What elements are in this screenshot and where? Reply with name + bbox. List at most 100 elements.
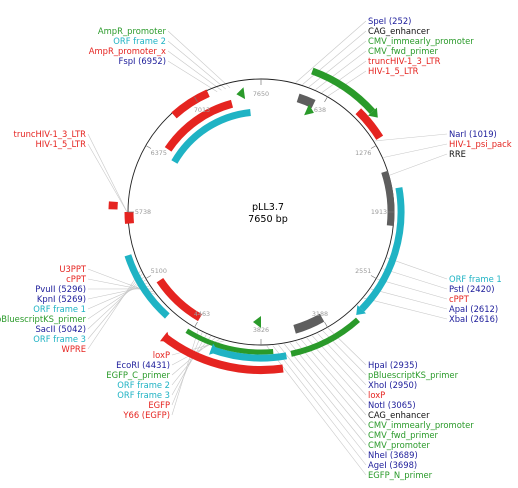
tick-label: 1276 — [355, 149, 371, 157]
leader-line — [327, 70, 367, 97]
leader-line — [370, 288, 448, 310]
bottom-right-label: AgeI (3698) — [368, 460, 417, 470]
tick-mark — [145, 145, 152, 149]
tick-label: 5738 — [135, 208, 151, 216]
leader-line — [171, 332, 203, 406]
leader-line — [167, 60, 218, 92]
left-lower-label: pBluescriptKS_primer — [0, 314, 87, 324]
bottom-right-label: CMV_promoter — [368, 440, 430, 450]
tick-label: 7013 — [194, 106, 210, 114]
right-lower-label: ORF frame 1 — [449, 274, 502, 284]
leader-line — [374, 133, 448, 142]
leader-line — [308, 40, 367, 88]
right-lower-label: PstI (2420) — [449, 284, 495, 294]
left-lower-label: U3PPT — [59, 264, 87, 274]
tick-label: 7650 — [253, 90, 269, 98]
left-upper-label: truncHIV-1_3_LTR — [14, 129, 87, 139]
tick-mark — [145, 275, 152, 279]
cmv-promoter-arc — [311, 67, 376, 114]
top-right-label: HIV-1_5_LTR — [368, 66, 419, 76]
tick-label: 3826 — [253, 326, 269, 334]
left-upper-label: HIV-1_5_LTR — [35, 139, 86, 149]
left-lower-label: SacII (5042) — [35, 324, 86, 334]
right-lower-label: ApaI (2612) — [449, 304, 498, 314]
egfp-n-primer-arc — [290, 317, 361, 357]
feature-arcs — [108, 67, 405, 375]
bottom-right-label: HpaI (2935) — [368, 360, 418, 370]
egfp-arrow — [160, 331, 170, 342]
leader-line — [295, 20, 367, 83]
tick-label: 6375 — [151, 149, 167, 157]
right-lower-label: cPPT — [449, 294, 470, 304]
ampr-promoter-arrow — [236, 87, 246, 100]
tick-label: 1913 — [371, 208, 387, 216]
top-right-label: truncHIV-1_3_LTR — [368, 56, 441, 66]
bottom-right-label: CAG_enhancer — [368, 410, 430, 420]
top-left-label: ORF frame 2 — [113, 36, 166, 46]
leader-line — [266, 345, 367, 476]
egfp-arc — [161, 333, 284, 375]
leader-line — [383, 143, 448, 158]
leader-line — [321, 60, 367, 93]
leader-line — [382, 268, 448, 290]
tick-label: 5100 — [151, 267, 167, 275]
tick-mark — [324, 321, 328, 328]
left-lower-label: PvuII (5296) — [35, 284, 86, 294]
tick-mark — [194, 96, 198, 103]
leader-line — [87, 143, 128, 213]
left-lower-label: ORF frame 1 — [33, 304, 86, 314]
cmv-fwd-arrow — [304, 104, 314, 116]
bottom-left-label: EGFP — [148, 400, 170, 410]
leader-line — [386, 257, 448, 280]
leader-line — [389, 153, 448, 176]
leader-line — [171, 334, 207, 396]
top-left-label: AmpR_promoter — [98, 26, 167, 36]
bottom-right-label: XhoI (2950) — [368, 380, 417, 390]
egfp-primer-arrow — [253, 316, 261, 328]
orf2-arrow — [209, 343, 219, 355]
leader-line — [87, 133, 128, 213]
right-lower-label: XbaI (2616) — [449, 314, 498, 324]
leader-line — [167, 50, 222, 91]
orf-frame3-left-arc — [124, 254, 170, 319]
egfp-c-arc — [185, 328, 274, 355]
wpre-arc — [156, 277, 203, 322]
leader-line — [289, 342, 367, 436]
bottom-left-label: Y66 (EGFP) — [122, 410, 170, 420]
leader-line — [87, 276, 145, 330]
tick-mark — [370, 145, 377, 149]
bottom-right-label: NheI (3689) — [368, 450, 418, 460]
cmv-arrow — [368, 107, 378, 118]
leader-line — [87, 273, 143, 340]
top-left-label: FspI (6952) — [119, 56, 166, 66]
cag-enhancer-block — [296, 93, 316, 109]
leader-line — [363, 297, 448, 320]
leader-line — [284, 343, 367, 446]
tick-label: 638 — [314, 106, 326, 114]
orf1-arrow — [356, 305, 366, 315]
gray-block-bottom — [293, 313, 325, 334]
left-lower-label: cPPT — [66, 274, 87, 284]
leader-line — [315, 50, 367, 90]
leader-line — [272, 345, 367, 466]
right-mid-label: HIV-1_psi_pack — [449, 139, 512, 149]
tick-label: 4463 — [194, 310, 210, 318]
bottom-right-label: CMV_fwd_primer — [368, 430, 439, 440]
tick-mark — [324, 96, 328, 103]
left-lower-label: KpnI (5269) — [37, 294, 86, 304]
left-lower-label: WPRE — [62, 344, 86, 354]
position-ticks: 7650 638 1276 1913 2551 3188 3826 4463 5100 5738 6… — [128, 79, 394, 345]
bottom-right-label: CMV_immearly_promoter — [368, 420, 474, 430]
bottom-left-label: ORF frame 2 — [117, 380, 170, 390]
hiv-ltr-arc-right — [355, 108, 384, 140]
leader-line — [87, 282, 148, 310]
tick-mark — [370, 275, 377, 279]
plasmid-name: pLL3.7 — [252, 202, 284, 213]
bottom-left-label: ORF frame 3 — [117, 390, 170, 400]
leader-line — [171, 330, 199, 416]
tick-label: 2551 — [355, 267, 371, 275]
tick-label: 3188 — [312, 310, 328, 318]
bottom-left-label: EcoRI (4431) — [116, 360, 170, 370]
